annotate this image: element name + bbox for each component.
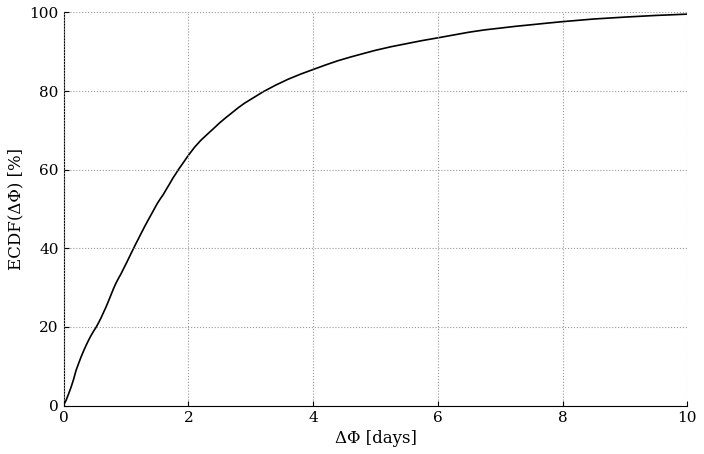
X-axis label: ΔΦ [days]: ΔΦ [days]: [334, 430, 416, 447]
Y-axis label: ECDF(ΔΦ) [%]: ECDF(ΔΦ) [%]: [7, 148, 24, 270]
